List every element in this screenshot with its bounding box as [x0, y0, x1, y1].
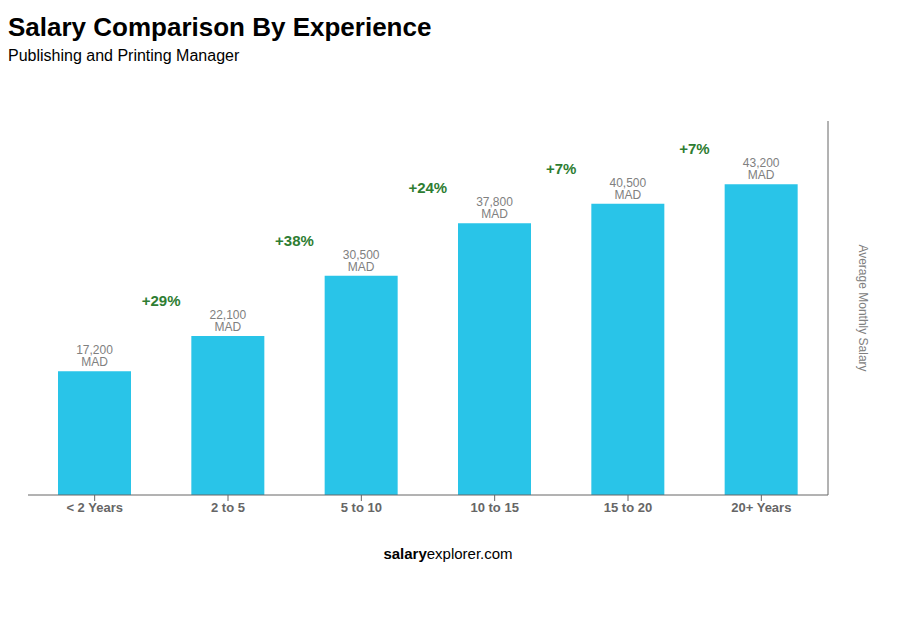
html-text:Salary Comparison By Experienc: Salary Comparison By Experience	[8, 12, 432, 42]
svg-text:15 to 20: 15 to 20	[604, 500, 652, 515]
svg-text:< 2 Years: < 2 Years	[66, 500, 123, 515]
svg-text:+24%: +24%	[408, 179, 447, 196]
svg-text:+7%: +7%	[679, 140, 709, 157]
svg-text:2 to 5: 2 to 5	[211, 500, 245, 515]
svg-text:22,100MAD: 22,100MAD	[209, 308, 246, 334]
svg-text:+7%: +7%	[546, 160, 576, 177]
svg-text:+38%: +38%	[275, 232, 314, 249]
svg-text:5 to 10: 5 to 10	[341, 500, 382, 515]
html-text:salary explorer.com: salary explorer.com	[383, 545, 513, 562]
svg-text:+29%: +29%	[142, 292, 181, 309]
svg-text:40,500MAD: 40,500MAD	[609, 176, 646, 202]
svg-text:17,200MAD: 17,200MAD	[76, 343, 113, 369]
svg-text:20+ Years: 20+ Years	[731, 500, 791, 515]
svg-text:10 to 15: 10 to 15	[470, 500, 518, 515]
svg-text:Average Monthly Salary: Average Monthly Salary	[856, 244, 870, 371]
html-text:Publishing and Printing Manage: Publishing and Printing Manager	[8, 47, 240, 64]
svg-text:30,500MAD: 30,500MAD	[343, 248, 380, 274]
svg-text:43,200MAD: 43,200MAD	[743, 156, 780, 182]
svg-text:37,800MAD: 37,800MAD	[476, 195, 513, 221]
